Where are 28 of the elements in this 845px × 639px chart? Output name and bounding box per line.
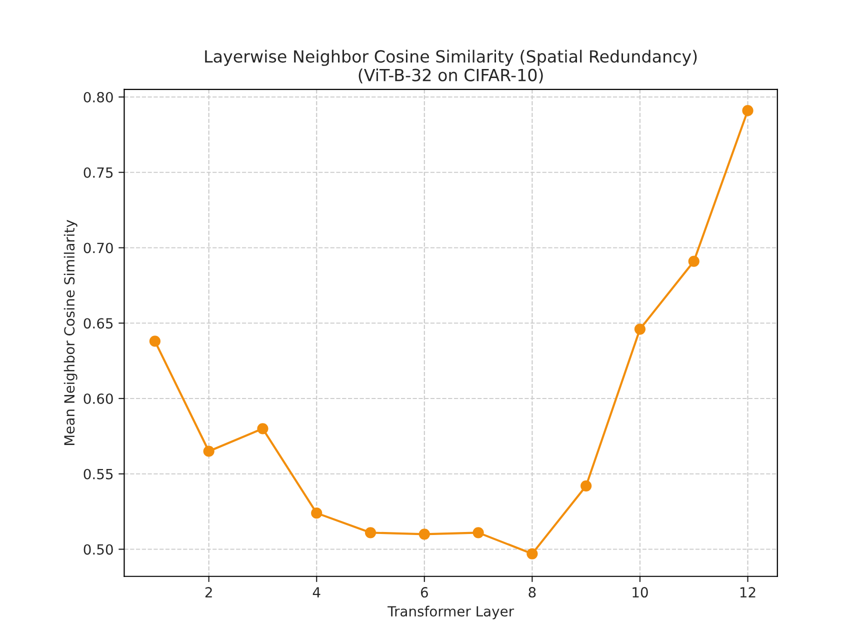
point	[311, 508, 322, 519]
x-tick-label: 2	[205, 587, 212, 598]
point	[526, 548, 538, 560]
point	[364, 527, 376, 538]
x-tick-label: 4	[312, 587, 320, 598]
x-tick-label: 12	[740, 587, 756, 598]
point	[418, 528, 430, 540]
y-tick-label: 0.75	[84, 167, 113, 178]
point	[203, 446, 214, 457]
y-tick-label: 0.60	[84, 393, 113, 404]
point	[149, 336, 160, 347]
point	[580, 480, 592, 492]
point	[634, 324, 646, 335]
y-axis-title: Mean Neighbor Cosine Similarity	[64, 220, 78, 445]
x-tick-label: 8	[528, 587, 536, 598]
point	[688, 256, 700, 267]
y-tick-label: 0.50	[84, 544, 113, 555]
x-axis-title: Transformer Layer	[388, 606, 514, 620]
x-tick-label: 6	[420, 587, 428, 598]
y-tick-label: 0.80	[84, 92, 113, 102]
y-tick-label: 0.55	[84, 468, 113, 480]
y-tick-label: 0.65	[84, 318, 113, 329]
point	[472, 527, 484, 538]
chart-title: Layerwise Neighbor Cosine Similarity (Spatial Redundancy) (ViT-B-32 on CIFAR-10)	[205, 50, 697, 84]
y-tick-label: 0.70	[84, 242, 113, 254]
point	[742, 105, 754, 116]
x-tick-label: 10	[632, 587, 648, 598]
point	[257, 423, 268, 434]
